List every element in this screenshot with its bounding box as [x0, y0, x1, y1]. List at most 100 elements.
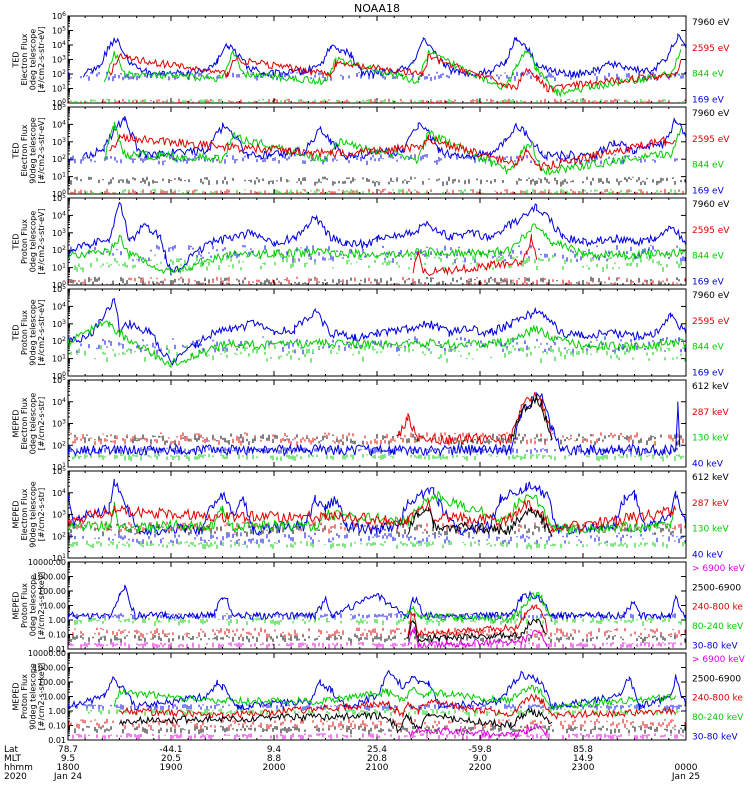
noise-green: [68, 453, 684, 462]
legend-entry: 2595 eV: [692, 135, 730, 145]
x-tick-label: 2000: [263, 763, 286, 773]
x-tick-label: Jan 25: [671, 772, 700, 782]
legend-entry: 30-80 keV: [692, 641, 738, 651]
series-green: [402, 592, 553, 624]
series-black: [119, 707, 553, 734]
y-tick-label: 1000.00: [33, 573, 66, 582]
y-tick-label: 101: [52, 354, 66, 364]
panel-data: [68, 115, 686, 194]
noise-magenta: [68, 642, 682, 649]
legend-entry: 169 eV: [692, 95, 725, 105]
panel-data: [68, 33, 686, 103]
panels-group: 100 101 102 103 104 105 106 TEDElectron Flux0de…: [11, 11, 745, 745]
noise-green: [70, 541, 686, 550]
series-magenta: [407, 626, 548, 649]
y-tick-label: 100: [52, 280, 66, 290]
x-tick-label: 9.5: [61, 754, 75, 764]
x-row-label: hhmm: [4, 763, 33, 773]
panel-4: 100 101 102 103 104 105 TEDProton Flux90deg te…: [11, 284, 730, 381]
legend-entry: 240-800 ke: [692, 694, 743, 704]
y-axis-label: MEPEDElectron Flux0deg telescope[#/cm2-s…: [11, 393, 46, 454]
y-tick-label: 101: [52, 462, 66, 472]
panel-2: 100 101 102 103 104 105 TEDElectron Flux90deg …: [11, 102, 730, 199]
y-tick-label: 103: [52, 510, 66, 520]
x-row-label: MLT: [4, 754, 22, 764]
legend-entry: 2595 eV: [692, 226, 730, 236]
panel-5: 101 102 103 104 105 MEPEDElectron Flux0deg te…: [11, 375, 729, 472]
legend-entry: 7960 eV: [692, 109, 730, 119]
legend-entry: > 6900 keV: [692, 564, 746, 574]
y-tick-label: 100: [52, 371, 66, 381]
x-tick-label: 2300: [572, 763, 595, 773]
panel-data: [68, 478, 686, 550]
y-tick-label: 100.00: [38, 678, 66, 687]
legend-entry: 169 eV: [692, 186, 725, 196]
x-tick-label: 0000: [675, 763, 698, 773]
y-tick-label: 103: [52, 419, 66, 429]
y-tick-label: 100: [52, 189, 66, 199]
y-tick-label: 0.10: [48, 722, 66, 731]
y-tick-label: 102: [52, 245, 66, 255]
y-tick-label: 0.10: [48, 631, 66, 640]
panel-data: [68, 202, 686, 285]
series-blue: [68, 297, 686, 366]
x-tick-label: 20.8: [367, 754, 387, 764]
legend-entry: 30-80 keV: [692, 732, 738, 742]
panel-data: [68, 391, 684, 462]
legend-entry: 2595 eV: [692, 44, 730, 54]
y-tick-label: 102: [52, 154, 66, 164]
series-red: [109, 132, 676, 172]
y-tick-label: 0.01: [48, 736, 66, 745]
legend-entry: 844 eV: [692, 161, 725, 171]
y-tick-label: 104: [52, 210, 66, 220]
y-tick-label: 105: [52, 284, 66, 294]
y-axis-label: MEPEDProton Flux0deg telescope[#/cm2-s-s…: [11, 572, 46, 639]
legend-entry: 7960 eV: [692, 291, 730, 301]
noise-green: [68, 345, 686, 364]
x-tick-label: 1900: [160, 763, 183, 773]
x-tick-label: 8.8: [267, 754, 282, 764]
noise-red: [68, 718, 686, 731]
y-tick-label: 102: [52, 69, 66, 79]
y-axis-label: TEDElectron Flux90deg telescope[#/cm2-s-…: [11, 117, 46, 184]
x-row-label: 2020: [4, 772, 27, 782]
y-tick-label: 10000.00: [28, 558, 66, 567]
y-tick-label: 103: [52, 319, 66, 329]
panel-8: 0.01 0.10 1.00 10.00 100.00 1000.00 10000.00 ME…: [11, 649, 745, 745]
y-tick-label: 10.00: [43, 693, 66, 702]
x-tick-label: 78.7: [58, 745, 78, 755]
y-tick-label: 100: [52, 98, 66, 108]
panel-3: 100 101 102 103 104 105 TEDProton Flux0deg tel…: [11, 193, 730, 290]
noise-blue: [70, 532, 686, 546]
noise-black: [70, 276, 686, 285]
series-blue: [68, 669, 686, 711]
y-tick-label: 104: [52, 488, 66, 498]
y-tick-label: 100.00: [38, 587, 66, 596]
legend-entry: 2500-6900: [692, 674, 741, 684]
noise-black: [68, 176, 686, 187]
y-tick-label: 102: [52, 336, 66, 346]
panel-data: [68, 669, 686, 740]
noise-green: [70, 98, 684, 103]
noise-red: [70, 432, 684, 446]
legend-entry: 844 eV: [692, 252, 725, 262]
y-tick-label: 104: [52, 119, 66, 129]
panel-data: [68, 584, 686, 649]
y-tick-label: 104: [52, 301, 66, 311]
legend-entry: 287 keV: [692, 408, 729, 418]
y-axis-label: MEPEDProton Flux90deg telescope[#/cm2-s-…: [11, 663, 46, 730]
series-red: [68, 499, 677, 534]
panel-data: [68, 297, 686, 369]
x-tick-label: 2200: [469, 763, 492, 773]
series-black: [510, 394, 553, 440]
x-tick-label: 2100: [366, 763, 389, 773]
legend-entry: 240-800 ke: [692, 603, 743, 613]
legend-entry: 2595 eV: [692, 317, 730, 327]
panel-6: 101 102 103 104 105 MEPEDElectron Flux90deg t…: [11, 466, 729, 563]
x-tick-label: 25.4: [367, 745, 387, 755]
y-axis-label: TEDProton Flux0deg telescope[#/cm2-s-str…: [11, 208, 46, 274]
noise-black: [68, 634, 686, 644]
x-row-label: Lat: [4, 745, 19, 755]
